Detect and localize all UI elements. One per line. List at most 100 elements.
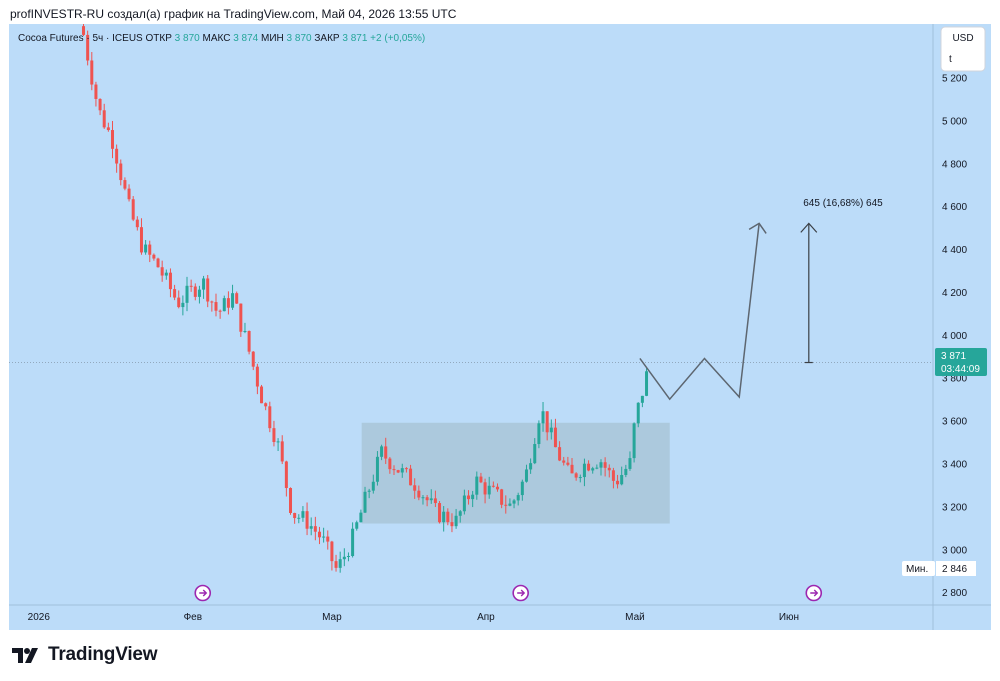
candle-body xyxy=(284,461,288,489)
candle-body xyxy=(197,289,201,297)
candle-body xyxy=(330,541,334,562)
min-marker-label: Мин. xyxy=(906,564,928,575)
event-marker-icon[interactable] xyxy=(805,584,823,602)
price-chart[interactable]: 5 200 5 000 4 800 4 600 4 400 4 200 4 000 3 800… xyxy=(9,24,991,630)
candle-body xyxy=(86,34,90,61)
candle-body xyxy=(102,110,106,128)
candle-body xyxy=(148,244,152,255)
candle-body xyxy=(346,556,350,558)
candle-body xyxy=(545,411,549,433)
event-marker-icon[interactable] xyxy=(512,584,529,602)
candle-body xyxy=(603,462,607,468)
candle-body xyxy=(119,163,123,181)
candle-body xyxy=(409,468,413,486)
candle-body xyxy=(467,495,471,500)
price-tick-label: 4 200 xyxy=(942,288,967,299)
legend-line: Cocoa Futures · 5ч · ICEUS ОТКР 3 870 МА… xyxy=(18,33,425,44)
candle-body xyxy=(367,490,371,492)
candle-body xyxy=(222,298,226,312)
candle-body xyxy=(243,330,247,332)
candle-body xyxy=(450,522,454,527)
currency-button[interactable] xyxy=(940,26,986,72)
candle-body xyxy=(500,489,504,505)
candle-body xyxy=(235,293,239,304)
price-tick-label: 4 000 xyxy=(942,331,967,342)
candle-body xyxy=(297,517,301,519)
candle-body xyxy=(375,456,379,482)
candle-body xyxy=(624,468,628,475)
current-price-countdown: 03:44:09 xyxy=(941,364,980,375)
candle-body xyxy=(628,458,632,469)
candle-body xyxy=(206,278,210,302)
legend-close-label: ЗАКР xyxy=(314,33,340,44)
chart-frame[interactable]: 5 200 5 000 4 800 4 600 4 400 4 200 4 000 3 800… xyxy=(9,24,991,630)
candle-body xyxy=(326,536,330,542)
candle-body xyxy=(106,127,110,131)
candle-body xyxy=(392,469,396,471)
time-tick-label: Мар xyxy=(322,612,342,623)
candle-body xyxy=(512,500,516,504)
price-tick-label: 3 400 xyxy=(942,460,967,471)
candle-body xyxy=(135,219,139,228)
candle-body xyxy=(384,446,388,459)
time-tick-label: Июн xyxy=(779,612,799,623)
measure-label: 645 (16,68%) 645 xyxy=(803,198,883,209)
candle-body xyxy=(231,293,235,308)
chart-background xyxy=(9,24,991,630)
candle-body xyxy=(400,468,404,473)
candle-body xyxy=(260,386,264,404)
candle-body xyxy=(139,227,143,253)
price-tick-label: 2 800 xyxy=(942,588,967,599)
candle-body xyxy=(293,512,297,519)
candle-body xyxy=(421,497,425,499)
candle-body xyxy=(268,406,272,429)
candle-body xyxy=(582,463,586,478)
event-marker-arrow xyxy=(517,589,526,597)
legend-interval: 5ч xyxy=(92,33,103,44)
time-tick-label: Фев xyxy=(184,612,202,623)
candle-body xyxy=(123,180,127,189)
tradingview-logo-icon xyxy=(12,648,38,663)
current-price-badge xyxy=(935,348,987,376)
candle-body xyxy=(516,495,520,501)
candle-body xyxy=(566,462,570,465)
legend-low-value: 3 870 xyxy=(287,33,312,44)
candle-body xyxy=(632,423,636,459)
tradingview-brand[interactable]: TradingView xyxy=(12,644,158,666)
candle-body xyxy=(177,297,181,308)
candle-body xyxy=(94,84,98,99)
candle-body xyxy=(562,460,566,463)
candle-body xyxy=(355,522,359,529)
candle-body xyxy=(202,278,206,290)
candle-body xyxy=(611,470,615,481)
event-marker-icon[interactable] xyxy=(194,584,212,602)
candle-body xyxy=(429,498,433,501)
candle-body xyxy=(640,395,644,403)
candle-body xyxy=(404,468,408,470)
candle-body xyxy=(578,477,582,479)
candle-body xyxy=(309,526,313,529)
min-marker-value: 2 846 xyxy=(942,564,967,575)
candle-body xyxy=(189,285,193,287)
candle-body xyxy=(359,512,363,523)
measure-arrowhead xyxy=(800,222,818,233)
candle-body xyxy=(388,458,392,470)
min-marker-value-badge xyxy=(936,561,976,576)
candle-body xyxy=(458,511,462,516)
candle-body xyxy=(553,427,557,448)
chart-caption: profINVESTR-RU создал(а) график на Tradi… xyxy=(10,7,457,21)
candle-body xyxy=(558,447,562,461)
candle-body xyxy=(636,402,640,424)
candle-body xyxy=(164,272,168,276)
price-tick-label: 4 800 xyxy=(942,159,967,170)
candle-body xyxy=(226,298,230,308)
candle-body xyxy=(533,444,537,464)
consolidation-range-box[interactable] xyxy=(361,422,670,524)
time-tick-label: Май xyxy=(625,612,645,623)
legend-exchange: ICEUS xyxy=(112,33,143,44)
legend-close-value: 3 871 xyxy=(342,33,367,44)
price-tick-label: 4 600 xyxy=(942,202,967,213)
projection-path[interactable] xyxy=(639,223,760,401)
candle-body xyxy=(549,427,553,433)
candle-body xyxy=(131,199,135,220)
